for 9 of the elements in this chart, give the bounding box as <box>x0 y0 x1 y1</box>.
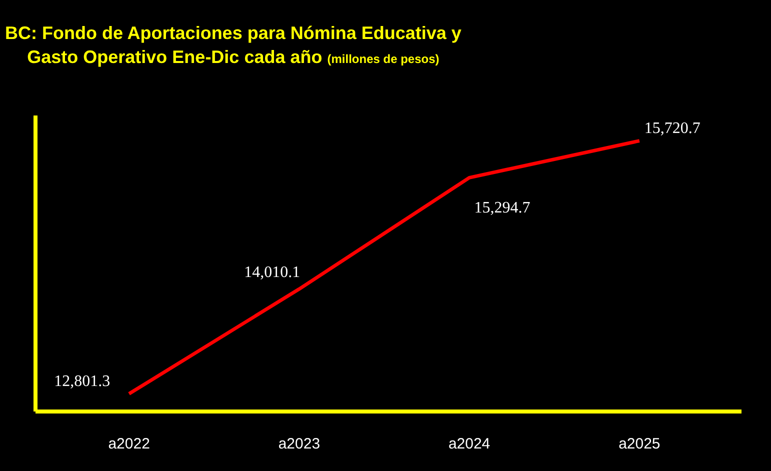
data-label: 15,294.7 <box>474 200 530 217</box>
x-tick-label: a2022 <box>108 436 150 452</box>
data-label: 15,720.7 <box>644 120 700 137</box>
chart-subtitle: (millones de pesos) <box>327 52 440 66</box>
data-label: 14,010.1 <box>244 264 300 282</box>
data-label: 12,801.3 <box>54 372 110 390</box>
x-tick-label: a2025 <box>618 436 660 452</box>
x-tick-label: a2024 <box>448 436 490 452</box>
x-tick-label: a2023 <box>278 436 320 452</box>
